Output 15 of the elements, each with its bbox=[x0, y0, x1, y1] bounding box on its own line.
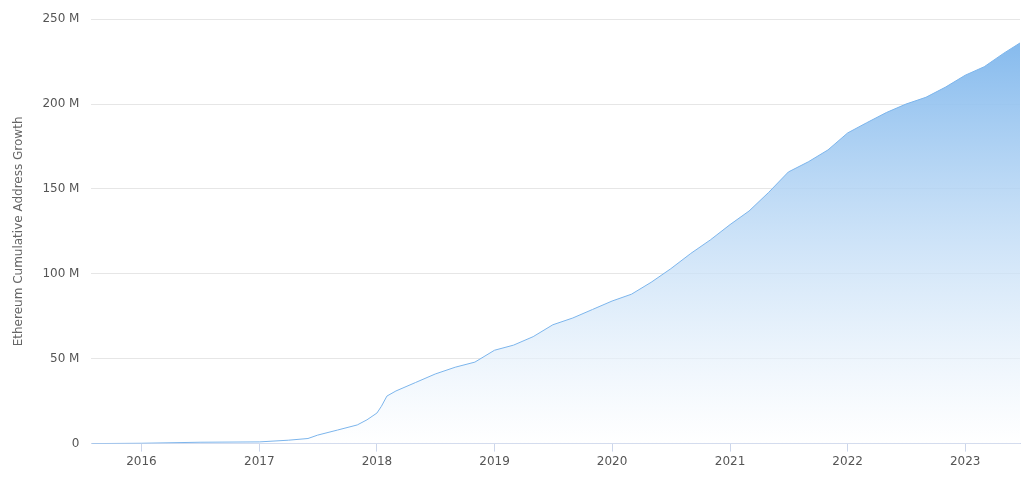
x-tick-label: 2022 bbox=[832, 453, 863, 468]
y-tick-label: 150 M bbox=[42, 181, 80, 196]
y-tick-label: 100 M bbox=[42, 265, 80, 280]
y-tick-label: 250 M bbox=[42, 11, 80, 26]
x-tick-label: 2017 bbox=[244, 453, 275, 468]
y-tick-label: 50 M bbox=[50, 350, 80, 365]
x-tick-label: 2021 bbox=[714, 453, 746, 468]
x-tick-label: 2019 bbox=[479, 453, 510, 468]
x-tick-label: 2016 bbox=[126, 453, 157, 468]
x-tick-label: 2018 bbox=[361, 453, 393, 468]
y-axis-title: Ethereum Cumulative Address Growth bbox=[11, 116, 26, 347]
y-tick-label: 0 bbox=[71, 435, 80, 450]
x-tick-label: 2020 bbox=[596, 453, 628, 468]
y-tick-label: 200 M bbox=[42, 96, 80, 111]
x-tick-label: 2023 bbox=[949, 453, 981, 468]
